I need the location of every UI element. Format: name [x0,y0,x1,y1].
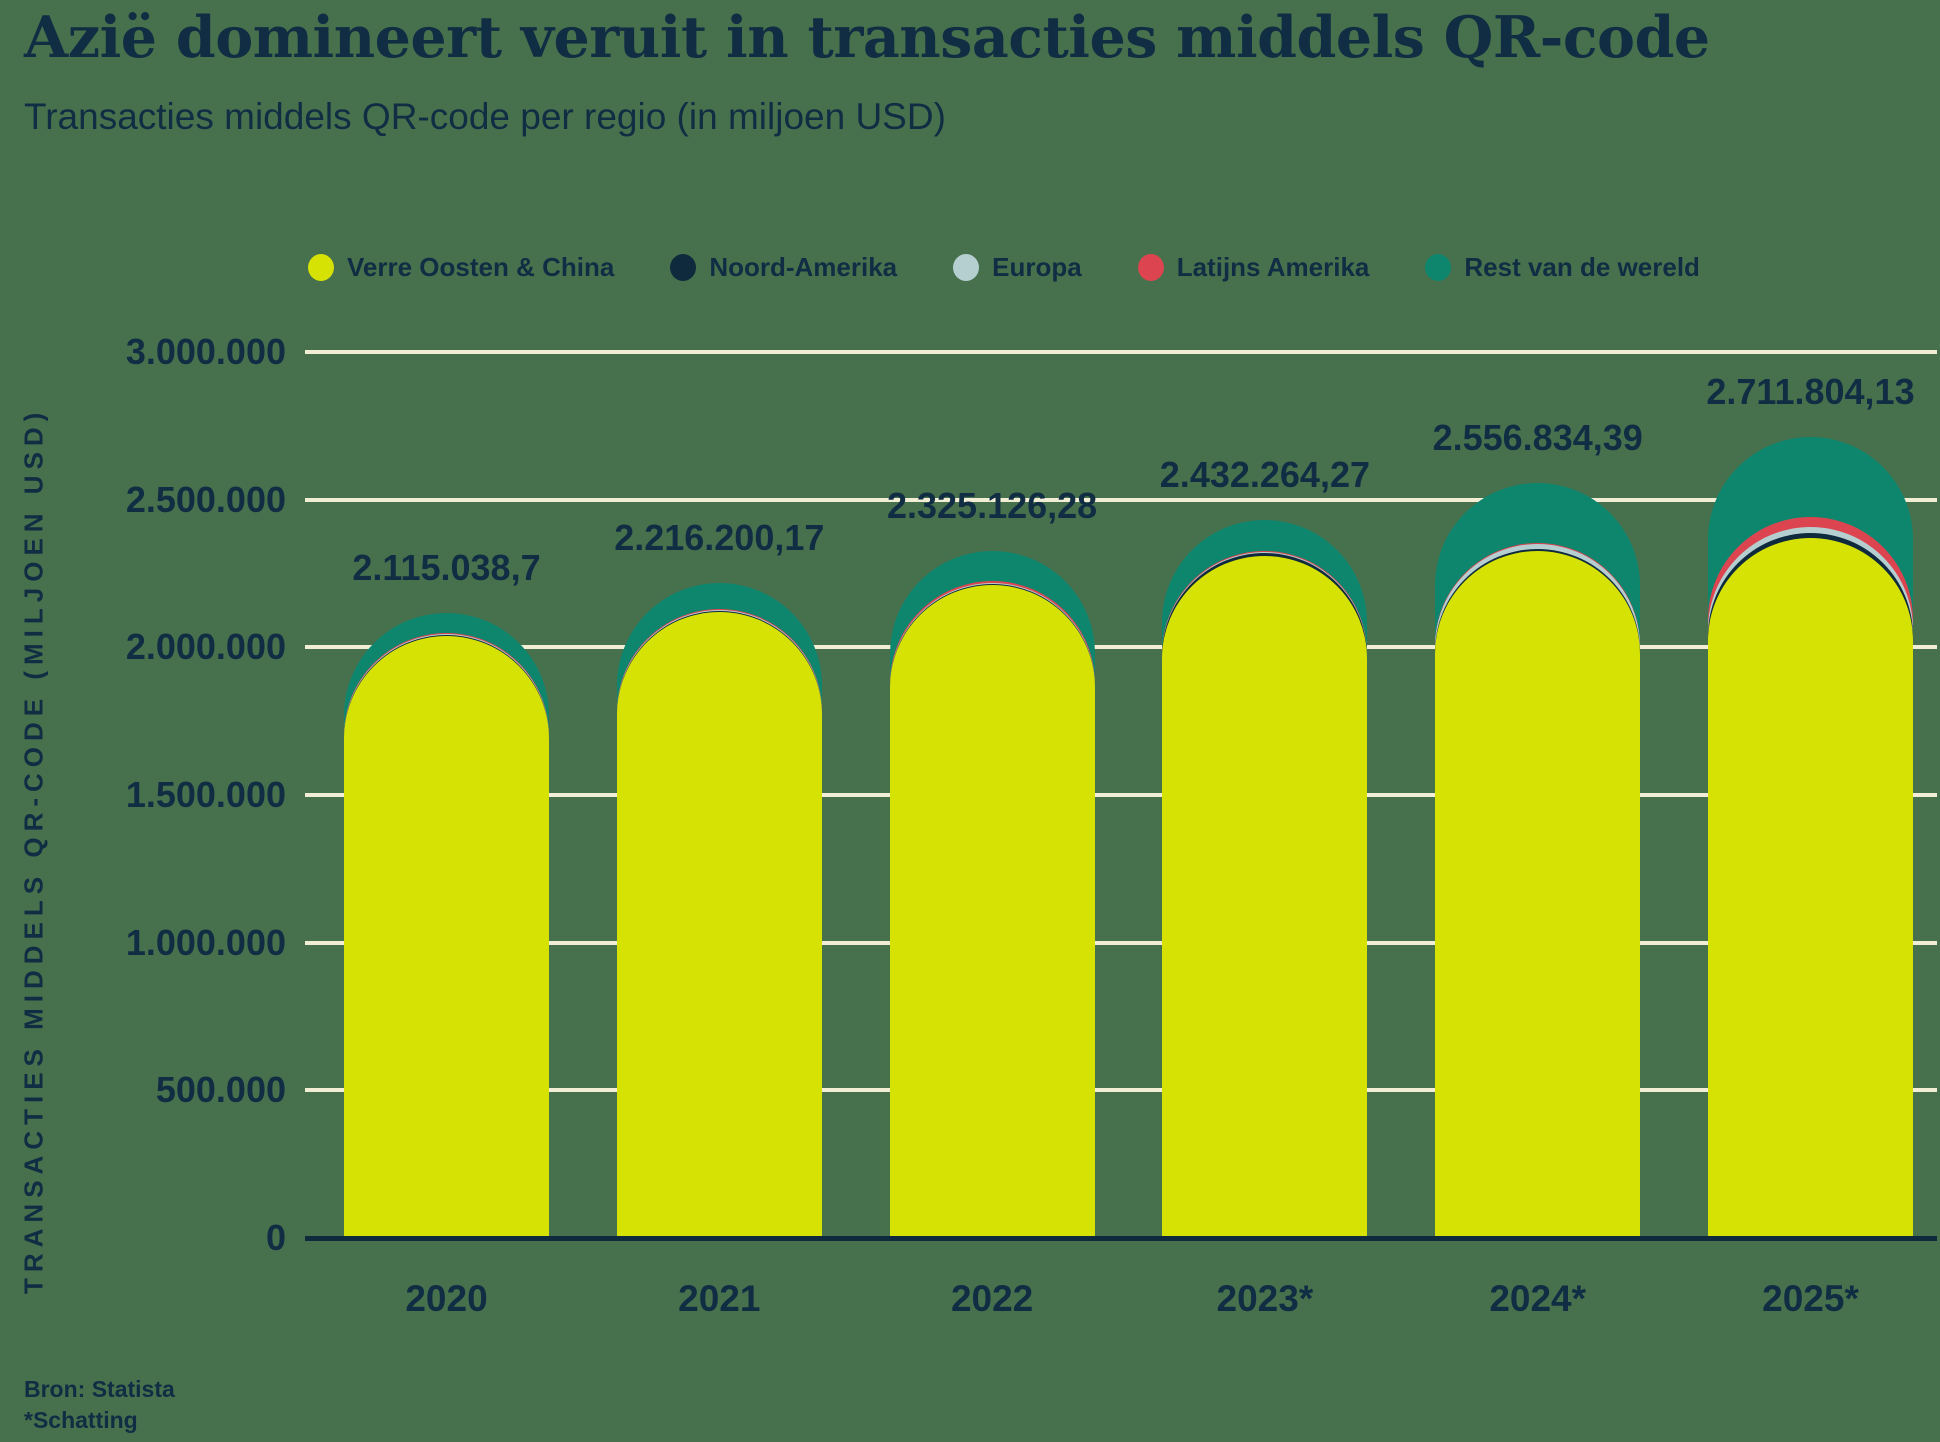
legend: Verre Oosten & China Noord-Amerika Europa L… [308,252,1700,283]
x-axis-line [305,1236,1937,1241]
legend-label: Verre Oosten & China [347,252,615,282]
gridline [305,645,1937,650]
gridline [305,940,1937,945]
y-tick-label: 1.000.000 [125,921,286,963]
footnote-text: *Schatting [24,1407,138,1433]
bar-2022: 2.325.126,28 [886,352,1098,1238]
legend-dot-icon [308,254,334,281]
legend-label: Latijns Amerika [1176,252,1370,282]
gridline [305,350,1937,354]
chart-subtitle: Transacties middels QR-code per regio (i… [24,96,946,137]
y-tick-label: 1.500.000 [125,774,286,815]
x-tick-label: 2020 [405,1278,488,1319]
bar-value-label: 2.711.804,13 [1706,371,1915,413]
bar-2024: 2.556.834,39 [1432,352,1643,1238]
source-text: Bron: Statista [24,1376,175,1402]
y-tick-label: 3.000.000 [125,331,286,372]
footer: Bron: Statista *Schatting [24,1374,175,1436]
bar-2023: 2.432.264,27 [1159,352,1370,1238]
bar-segment-verre-oosten-en-china [616,611,822,1238]
legend-dot-icon [1425,254,1452,281]
x-tick-label: 2023* [1216,1278,1314,1319]
y-tick-label: 2.500.000 [125,478,286,520]
gridline [305,793,1937,797]
legend-label: Rest van de wereld [1464,252,1700,282]
y-tick-label: 500.000 [155,1069,286,1111]
y-tick-label: 2.000.000 [125,626,286,668]
x-axis-tick-labels: 2020 2021 2022 2023* 2024* 2025* [305,1278,1937,1338]
x-tick-label: 2022 [950,1278,1034,1319]
gridline [305,497,1937,502]
legend-item-europa: Europa [953,252,1082,283]
legend-dot-icon [1137,254,1164,281]
bar-value-label: 2.432.264,27 [1159,453,1370,495]
legend-label: Europa [992,252,1082,282]
bar-value-label: 2.556.834,39 [1432,416,1643,458]
legend-item-rest-van-de-wereld: Rest van de wereld [1425,252,1700,283]
x-tick-label: 2021 [678,1278,761,1319]
bar-segment-verre-oosten-en-china [344,635,549,1238]
bar-value-label: 2.325.126,28 [886,485,1098,527]
y-axis-tick-labels: 3.000.000 2.500.000 2.000.000 1.500.000 1.00… [0,331,286,1258]
x-tick-label: 2024* [1489,1278,1587,1319]
chart-title: Azië domineert veruit in transacties mid… [24,4,1710,71]
bar-2021: 2.216.200,17 [614,352,825,1238]
y-tick-label: 0 [265,1217,286,1258]
gridline [305,1088,1937,1093]
plot-area: 2.115.038,7 2.216.200,17 2.325.126,28 2.432… [305,350,1937,1241]
bar-2020: 2.115.038,7 [344,352,549,1238]
legend-item-latijns-amerika: Latijns Amerika [1137,252,1370,283]
bar-value-label: 2.216.200,17 [614,517,825,559]
bar-segment-verre-oosten-en-china [1162,555,1368,1238]
legend-dot-icon [670,254,697,281]
bar-segment-verre-oosten-en-china [1708,538,1913,1238]
bar-2025: 2.711.804,13 [1706,352,1915,1238]
bar-value-label: 2.115.038,7 [352,547,541,589]
legend-label: Noord-Amerika [709,252,898,282]
bar-segment-verre-oosten-en-china [889,585,1095,1238]
legend-dot-icon [953,254,980,281]
x-tick-label: 2025* [1762,1278,1859,1319]
legend-item-verre-oosten-en-china: Verre Oosten & China [308,252,614,283]
legend-item-noord-amerika: Noord-Amerika [670,252,897,283]
bar-segment-verre-oosten-en-china [1435,551,1641,1238]
